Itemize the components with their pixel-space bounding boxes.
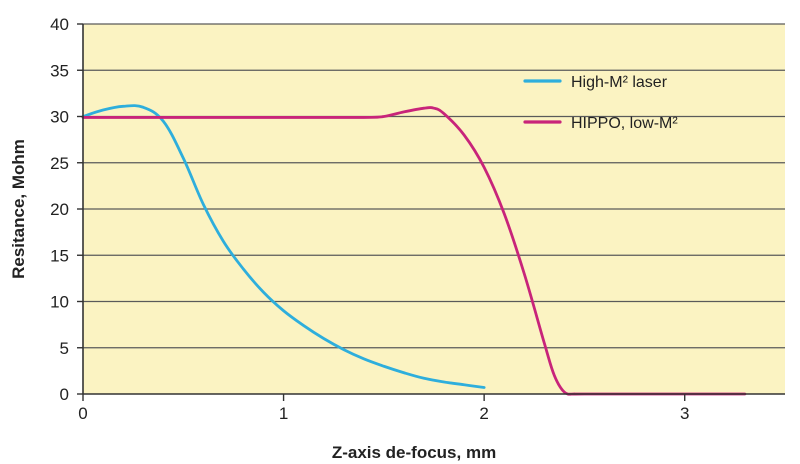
legend-label-1: High-M² laser xyxy=(571,74,668,91)
x-tick-label: 2 xyxy=(479,404,488,423)
y-tick-label: 5 xyxy=(60,339,69,358)
x-tick-label: 0 xyxy=(78,404,87,423)
y-tick-label: 25 xyxy=(50,154,69,173)
y-tick-label: 20 xyxy=(50,200,69,219)
y-tick-label: 35 xyxy=(50,61,69,80)
x-axis-title: Z-axis de-focus, mm xyxy=(332,443,496,462)
legend-label-2: HIPPO, low-M² xyxy=(571,115,678,132)
y-tick-label: 0 xyxy=(60,385,69,404)
y-tick-label: 10 xyxy=(50,293,69,312)
y-tick-label: 40 xyxy=(50,15,69,34)
y-tick-label: 30 xyxy=(50,108,69,127)
series-line-1 xyxy=(81,104,486,389)
y-tick-label: 15 xyxy=(50,246,69,265)
x-tick-label: 1 xyxy=(279,404,288,423)
x-tick-label: 3 xyxy=(680,404,689,423)
y-axis-title: Resitance, Mohm xyxy=(9,139,28,279)
